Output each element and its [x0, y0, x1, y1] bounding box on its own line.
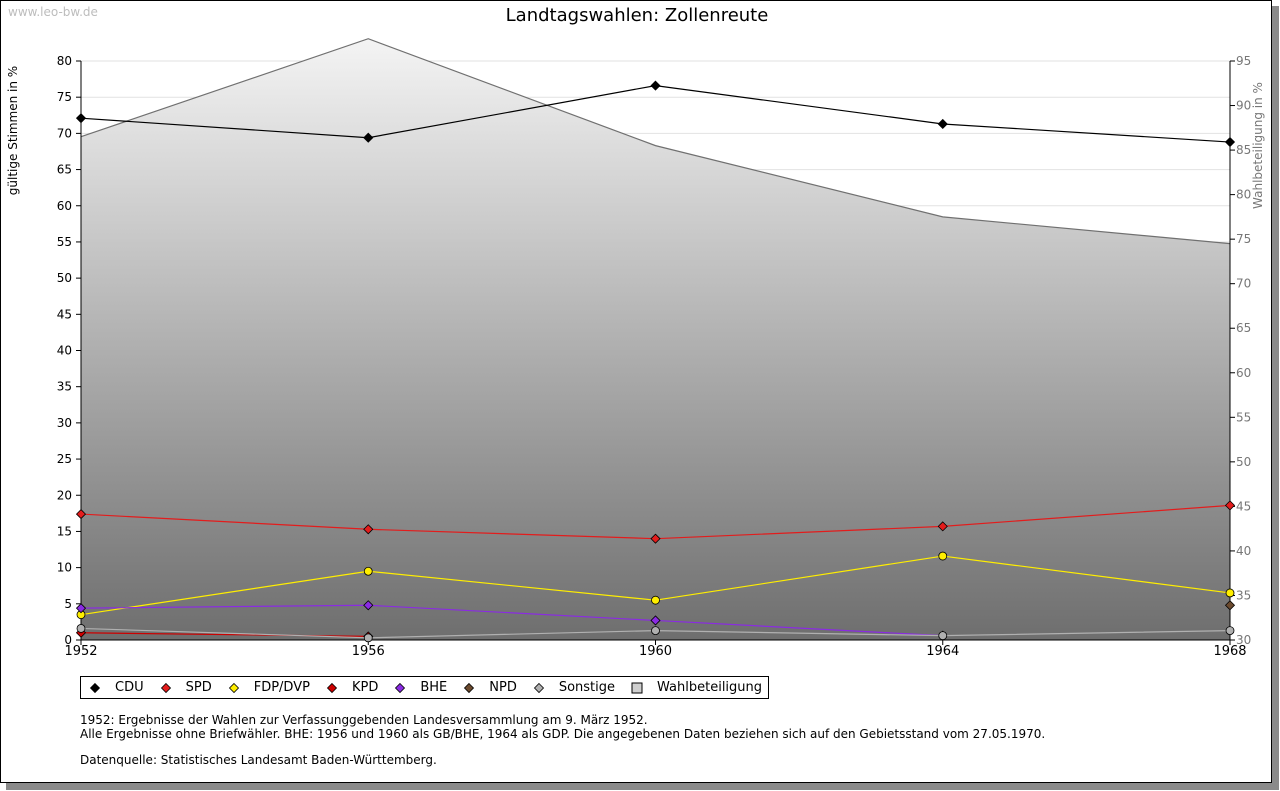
y-tick-label-left: 30 [57, 416, 72, 430]
data-point-cdu [937, 118, 948, 130]
frame-shadow-right [1272, 6, 1279, 790]
legend-label-bhe: BHE [420, 680, 448, 695]
x-tick-label: 1968 [1213, 644, 1246, 659]
legend-item-wahlbeteiligung: Wahlbeteiligung [631, 680, 762, 695]
legend-label-spd: SPD [185, 680, 212, 695]
y-tick-label-right: 70 [1236, 277, 1251, 291]
y-tick-label-left: 10 [57, 561, 72, 575]
y-tick-label-right: 65 [1236, 321, 1251, 335]
data-point-bhe [75, 603, 87, 614]
legend-item-fdp-dvp: FDP/DVP [228, 680, 310, 695]
x-tick-label: 1960 [639, 644, 672, 659]
legend-marker-bhe [394, 682, 406, 694]
data-point-cdu [1224, 136, 1236, 148]
legend-marker-spd [160, 682, 172, 694]
y-tick-label-right: 30 [1236, 633, 1251, 647]
turnout-area [81, 38, 1230, 640]
y-tick-label-left: 75 [57, 90, 72, 104]
legend-item-spd: SPD [160, 680, 212, 695]
data-point-npd [1224, 600, 1236, 611]
data-point-sonstige [651, 626, 660, 635]
data-point-spd [937, 521, 948, 532]
y-axis-title-right: Wahlbeteiligung in % [1251, 82, 1265, 209]
legend-label-cdu: CDU [115, 680, 144, 695]
data-point-spd [1224, 500, 1236, 511]
legend-item-cdu: CDU [89, 680, 144, 695]
data-point-sonstige [1225, 626, 1235, 635]
y-tick-label-left: 80 [57, 54, 72, 68]
data-point-spd [363, 524, 374, 535]
y-tick-label-right: 45 [1236, 499, 1251, 513]
legend-marker-npd [463, 682, 475, 694]
y-tick-label-left: 5 [64, 597, 72, 611]
y-tick-label-left: 40 [57, 344, 72, 358]
y-tick-label-left: 55 [57, 235, 72, 249]
y-tick-label-right: 40 [1236, 544, 1251, 558]
y-axis-title-left: gültige Stimmen in % [6, 66, 20, 195]
data-point-cdu [75, 113, 87, 124]
y-tick-label-left: 25 [57, 452, 72, 466]
legend-marker-kpd [326, 682, 338, 694]
legend-item-bhe: BHE [394, 680, 447, 695]
data-point-spd [75, 509, 87, 520]
legend-marker-wahlbeteiligung [631, 682, 643, 694]
y-tick-label-right: 35 [1236, 588, 1251, 602]
legend-label-sonstige: Sonstige [558, 680, 616, 695]
series-line-bhe [80, 604, 943, 637]
y-tick-label-left: 50 [57, 271, 72, 285]
frame-shadow-bottom [6, 783, 1279, 790]
y-tick-label-right: 80 [1236, 188, 1251, 202]
legend-item-sonstige: Sonstige [533, 680, 615, 695]
data-point-fdp-dvp [1225, 588, 1235, 598]
y-tick-label-left: 20 [57, 488, 72, 502]
y-tick-label-left: 70 [57, 126, 72, 140]
chart-legend: CDU SPD FDP/DVP KPD BHE NPD Sonstige Wahlbeteil… [80, 676, 770, 699]
y-tick-label-left: 60 [57, 199, 72, 213]
turnout-line [80, 38, 1231, 245]
legend-marker-fdp-dvp [228, 682, 240, 694]
legend-marker-sonstige [533, 682, 545, 694]
data-point-bhe [650, 615, 661, 626]
x-tick-label: 1952 [64, 644, 97, 659]
legend-label-wahlbeteiligung: Wahlbeteiligung [657, 680, 763, 695]
data-point-sonstige [76, 624, 86, 633]
watermark-text: www.leo-bw.de [8, 5, 98, 19]
chart-title: Landtagswahlen: Zollenreute [506, 5, 769, 26]
data-point-cdu [363, 132, 374, 143]
y-tick-label-right: 75 [1236, 232, 1251, 246]
data-point-fdp-dvp [363, 566, 373, 576]
data-point-fdp-dvp [938, 551, 948, 561]
x-tick-label: 1956 [352, 644, 385, 659]
legend-marker-cdu [89, 682, 101, 694]
legend-label-fdp-dvp: FDP/DVP [253, 680, 310, 695]
data-point-spd [650, 533, 661, 544]
y-tick-label-left: 0 [64, 633, 72, 647]
y-tick-label-right: 55 [1236, 410, 1251, 424]
data-point-cdu [650, 80, 661, 91]
y-tick-label-right: 50 [1236, 455, 1251, 469]
y-tick-label-left: 15 [57, 524, 72, 538]
note-line-2: Alle Ergebnisse ohne Briefwähler. BHE: 1… [80, 727, 1046, 741]
y-tick-label-right: 95 [1236, 54, 1251, 68]
data-point-sonstige [938, 631, 948, 641]
y-tick-label-left: 65 [57, 163, 72, 177]
x-tick-label: 1964 [926, 644, 959, 659]
y-tick-label-right: 60 [1236, 366, 1251, 380]
data-source-note: Datenquelle: Statistisches Landesamt Bad… [80, 753, 437, 767]
y-tick-label-right: 90 [1236, 99, 1251, 113]
y-tick-label-left: 45 [57, 307, 72, 321]
y-tick-label-right: 85 [1236, 143, 1251, 157]
y-tick-label-left: 35 [57, 380, 72, 394]
legend-item-kpd: KPD [326, 680, 378, 695]
legend-item-npd: NPD [463, 680, 517, 695]
data-point-bhe [363, 600, 374, 611]
data-point-sonstige [363, 633, 373, 643]
note-line-1: 1952: Ergebnisse der Wahlen zur Verfassu… [80, 713, 648, 727]
legend-label-kpd: KPD [351, 680, 379, 695]
data-point-fdp-dvp [651, 595, 660, 605]
legend-label-npd: NPD [489, 680, 517, 695]
